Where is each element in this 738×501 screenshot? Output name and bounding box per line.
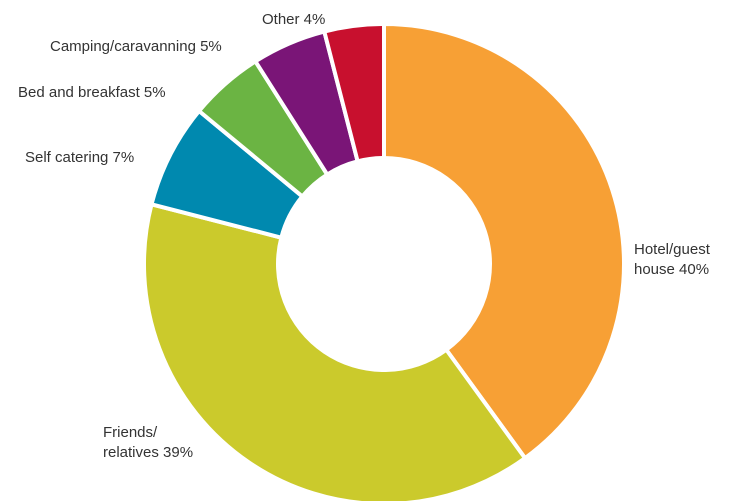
slice-other <box>322 22 386 164</box>
label-bed-and-breakfast: Bed and breakfast 5% <box>18 84 166 101</box>
label-line: relatives 39% <box>103 444 193 461</box>
label-line: Friends/ <box>103 424 158 441</box>
label-friends-relatives: Friends/relatives 39% <box>103 424 193 461</box>
donut-slices <box>142 22 626 501</box>
label-line: house 40% <box>634 261 709 278</box>
label-self-catering: Self catering 7% <box>25 149 134 166</box>
label-line: Other 4% <box>262 11 325 28</box>
label-hotel-guest-house: Hotel/guest house 40% <box>634 241 711 278</box>
slice-hotel-guest-house <box>382 22 626 461</box>
label-line: Camping/caravanning 5% <box>50 38 222 55</box>
label-line: Hotel/guest <box>634 241 711 258</box>
label-line: Self catering 7% <box>25 149 134 166</box>
label-camping-caravanning: Camping/caravanning 5% <box>50 38 222 55</box>
slice-labels: Hotel/guest house 40% Friends/relatives 39… <box>18 11 711 461</box>
label-line: Bed and breakfast 5% <box>18 84 166 101</box>
slice-friends-relatives <box>142 202 528 501</box>
label-other: Other 4% <box>262 11 325 28</box>
